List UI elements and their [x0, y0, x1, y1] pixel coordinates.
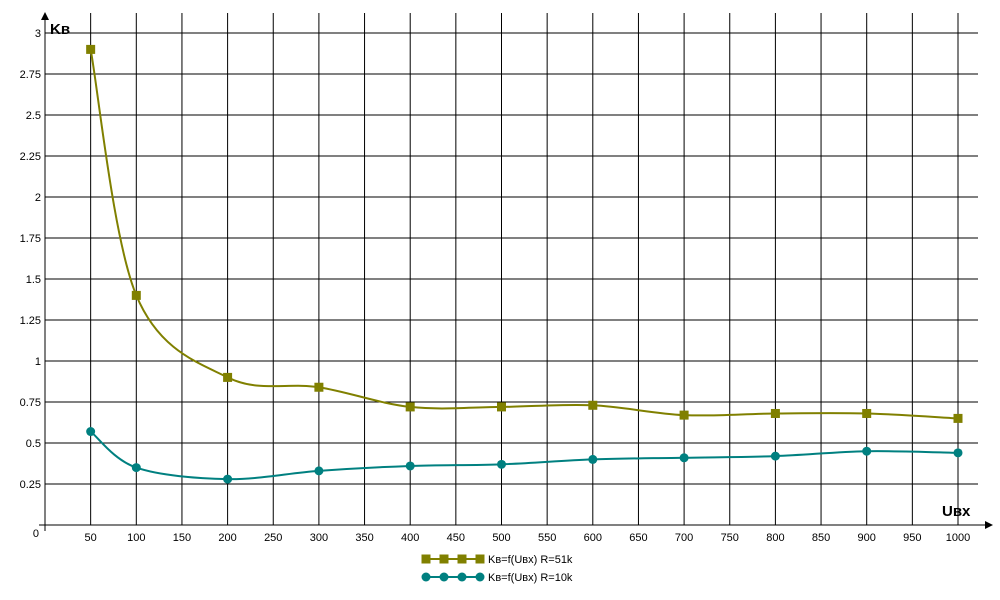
legend-marker	[439, 554, 449, 564]
legend-item: Kв=f(Uвх) R=10k	[421, 572, 573, 584]
x-tick-label: 500	[492, 532, 510, 544]
x-tick-label: 800	[766, 532, 784, 544]
data-point	[223, 474, 233, 484]
origin-tick-label: 0	[33, 528, 39, 540]
x-tick-label: 950	[903, 532, 921, 544]
x-tick-label: 600	[584, 532, 602, 544]
legend-marker	[475, 554, 485, 564]
y-tick-label: 0.25	[20, 479, 41, 491]
y-tick-label: 0.75	[20, 397, 41, 409]
x-axis-arrow	[985, 521, 993, 529]
y-tick-label: 1.5	[26, 274, 41, 286]
legend-label: Kв=f(Uвх) R=51k	[488, 554, 573, 566]
series-line	[89, 49, 959, 420]
data-point	[497, 402, 506, 412]
tick-labels: 50 100 150 200 250 300 350 400 450 500 550 600 650 70…	[20, 28, 971, 544]
y-tick-label: 2.5	[26, 110, 41, 122]
chart-legend: Kв=f(Uвх) R=51k Kв=f(Uвх) R=10k	[421, 554, 573, 584]
series-line	[89, 430, 959, 481]
data-point	[497, 459, 506, 469]
data-point	[862, 446, 872, 456]
data-point	[679, 453, 689, 463]
data-point	[86, 44, 96, 54]
x-tick-label: 1000	[946, 532, 970, 544]
legend-marker	[457, 554, 467, 564]
legend-label: Kв=f(Uвх) R=10k	[488, 572, 573, 584]
x-tick-label: 350	[355, 532, 373, 544]
y-tick-label: 1.25	[20, 315, 41, 327]
data-point	[588, 454, 598, 464]
x-tick-label: 650	[629, 532, 647, 544]
x-tick-label: 550	[538, 532, 556, 544]
legend-marker	[457, 572, 467, 582]
data-point	[405, 402, 415, 412]
series-1	[86, 44, 963, 423]
y-tick-label: 0.5	[26, 438, 41, 450]
data-point	[588, 400, 598, 410]
x-axis-title: Uвх	[942, 503, 971, 520]
data-point	[314, 466, 324, 476]
y-tick-label: 1.75	[20, 233, 41, 245]
x-tick-label: 750	[721, 532, 739, 544]
chart-grid	[45, 13, 978, 525]
legend-marker	[475, 572, 485, 582]
y-axis-arrow	[41, 12, 49, 20]
data-point	[953, 448, 963, 458]
legend-marker	[439, 572, 449, 582]
x-tick-label: 900	[858, 532, 876, 544]
x-tick-label: 250	[264, 532, 282, 544]
legend-marker	[421, 554, 431, 564]
y-tick-label: 3	[35, 28, 41, 40]
x-tick-label: 850	[812, 532, 830, 544]
x-tick-label: 100	[127, 532, 145, 544]
x-tick-label: 200	[218, 532, 236, 544]
x-tick-label: 50	[85, 532, 97, 544]
data-point	[223, 372, 233, 382]
x-tick-label: 150	[173, 532, 191, 544]
x-tick-label: 700	[675, 532, 693, 544]
chart-axes	[39, 12, 993, 531]
x-tick-label: 400	[401, 532, 419, 544]
y-tick-label: 2.25	[20, 151, 41, 163]
y-tick-label: 2	[35, 192, 41, 204]
data-point	[314, 382, 324, 392]
legend-marker	[421, 572, 431, 582]
data-point	[405, 461, 415, 471]
y-axis-title: Kв	[50, 21, 70, 38]
data-point	[131, 290, 141, 300]
data-point	[770, 408, 780, 418]
data-point	[862, 408, 872, 418]
y-tick-label: 1	[35, 356, 41, 368]
data-point	[86, 427, 96, 437]
x-tick-label: 450	[447, 532, 465, 544]
y-tick-label: 2.75	[20, 69, 41, 81]
data-point	[131, 463, 141, 473]
chart-series	[86, 44, 963, 484]
x-tick-label: 300	[310, 532, 328, 544]
data-point	[770, 451, 780, 461]
data-point	[953, 413, 963, 423]
data-point	[679, 410, 689, 420]
legend-item: Kв=f(Uвх) R=51k	[421, 554, 573, 566]
series-2	[86, 427, 963, 484]
